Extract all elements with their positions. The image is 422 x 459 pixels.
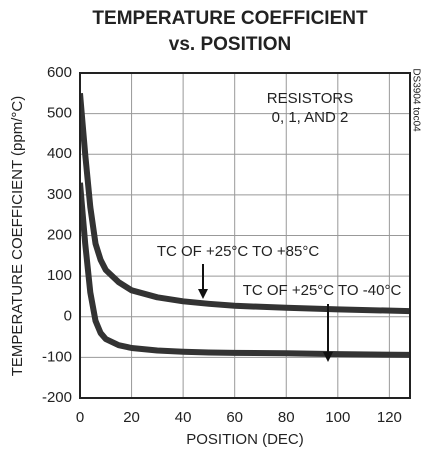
annotation: TC OF +25°C TO -40°C xyxy=(243,282,402,299)
x-tick-label: 20 xyxy=(123,409,140,426)
plot-frame xyxy=(79,72,411,399)
y-tick-label: 400 xyxy=(47,145,72,162)
y-tick-label: 200 xyxy=(47,226,72,243)
y-axis-label: TEMPERATURE COEFFICIENT (ppm/°C) xyxy=(9,96,26,376)
y-tick-label: 300 xyxy=(47,186,72,203)
data-line xyxy=(80,93,410,315)
side-note: DS3904 toc04 xyxy=(410,68,421,132)
x-tick-label: 40 xyxy=(175,409,192,426)
x-tick-label: 120 xyxy=(377,409,402,426)
annotation: TC OF +25°C TO +85°C xyxy=(157,243,320,260)
y-tick-label: -100 xyxy=(42,348,72,365)
y-tick-label: 100 xyxy=(47,267,72,284)
chart-subtitle: vs. POSITION xyxy=(169,34,291,55)
series-group xyxy=(80,93,410,358)
arrow-head xyxy=(198,289,208,299)
data-line xyxy=(80,182,410,358)
y-tick-label: 600 xyxy=(47,64,72,81)
x-tick-label: 60 xyxy=(226,409,243,426)
x-tick-label: 0 xyxy=(76,409,84,426)
plot-area: -200 -100 0 100 200 300 400 500 600 0 20 40 60 80 100 1… xyxy=(42,64,411,426)
annotation: 0, 1, AND 2 xyxy=(272,109,349,126)
y-tick-label: 500 xyxy=(47,105,72,122)
y-tick-label: 0 xyxy=(64,308,72,325)
x-tick-label: 100 xyxy=(325,409,350,426)
arrow-head xyxy=(323,352,333,362)
x-axis-label: POSITION (DEC) xyxy=(186,431,304,448)
y-tick-label: -200 xyxy=(42,389,72,406)
annotation: RESISTORS xyxy=(267,90,353,107)
chart-title: TEMPERATURE COEFFICIENT xyxy=(92,8,368,29)
x-tick-label: 80 xyxy=(278,409,295,426)
